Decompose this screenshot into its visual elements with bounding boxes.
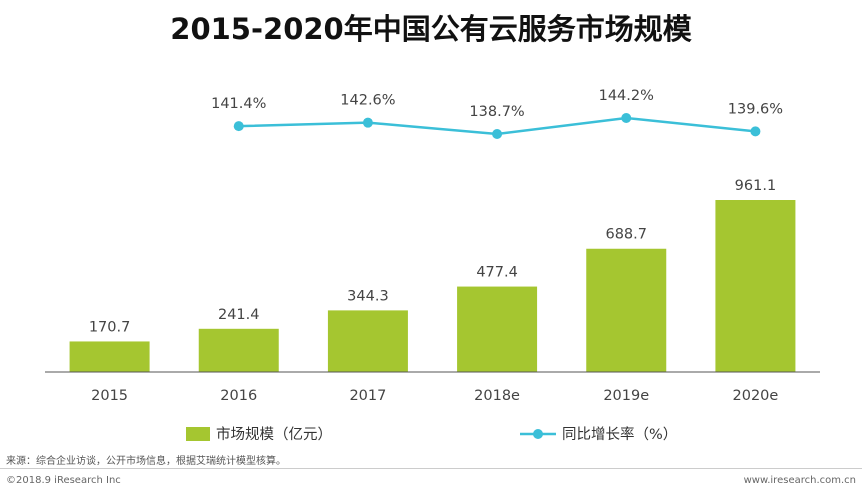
legend-bar-label: 市场规模（亿元） xyxy=(216,426,332,443)
source-note: 来源：综合企业访谈，公开市场信息，根据艾瑞统计模型核算。 xyxy=(6,456,286,467)
bars-group xyxy=(69,200,796,372)
x-tick-2018e: 2018e xyxy=(474,388,520,404)
bar-2016 xyxy=(198,328,279,372)
x-tick-2015: 2015 xyxy=(91,388,128,404)
copyright-text: ©2018.9 iResearch Inc xyxy=(6,475,121,486)
line-point-2020e xyxy=(750,126,761,137)
x-tick-labels: 2015 2016 2017 2018e 2019e 2020e xyxy=(91,388,778,404)
bar-label-2017: 344.3 xyxy=(347,288,389,304)
chart-title: 2015-2020年中国公有云服务市场规模 xyxy=(170,12,692,46)
line-point-2018e xyxy=(492,129,503,139)
x-tick-2017: 2017 xyxy=(349,388,386,404)
bar-2020e xyxy=(715,200,796,372)
legend-bar-swatch xyxy=(186,427,210,441)
line-series-group: 141.4% 142.6% 138.7% 144.2% 139.6% xyxy=(211,88,783,139)
bar-label-2020e: 961.1 xyxy=(735,178,777,194)
bar-label-2019e: 688.7 xyxy=(605,227,647,243)
bar-label-2016: 241.4 xyxy=(218,307,260,323)
x-tick-2019e: 2019e xyxy=(603,388,649,404)
bar-2015 xyxy=(69,341,150,372)
line-point-2019e xyxy=(621,113,632,123)
line-label-2019e: 144.2% xyxy=(599,88,654,104)
bar-label-2018e: 477.4 xyxy=(476,265,518,281)
bar-2017 xyxy=(327,310,408,372)
footer-divider xyxy=(0,468,862,469)
legend: 市场规模（亿元） 同比增长率（%） xyxy=(186,426,677,443)
bar-2019e xyxy=(586,248,667,372)
x-tick-2020e: 2020e xyxy=(733,388,779,404)
bar-2018e xyxy=(457,286,538,372)
line-label-2018e: 138.7% xyxy=(469,104,524,120)
line-label-2017: 142.6% xyxy=(340,93,395,109)
line-label-2016: 141.4% xyxy=(211,96,266,112)
bar-label-2015: 170.7 xyxy=(89,319,131,335)
line-label-2020e: 139.6% xyxy=(728,101,783,117)
website-text: www.iresearch.com.cn xyxy=(743,475,856,486)
x-tick-2016: 2016 xyxy=(220,388,257,404)
legend-line-marker xyxy=(533,429,543,439)
line-point-2017 xyxy=(362,117,373,128)
legend-line-label: 同比增长率（%） xyxy=(562,426,677,443)
bar-labels-group: 170.7 241.4 344.3 477.4 688.7 961.1 xyxy=(89,178,776,335)
line-point-2016 xyxy=(233,121,244,132)
